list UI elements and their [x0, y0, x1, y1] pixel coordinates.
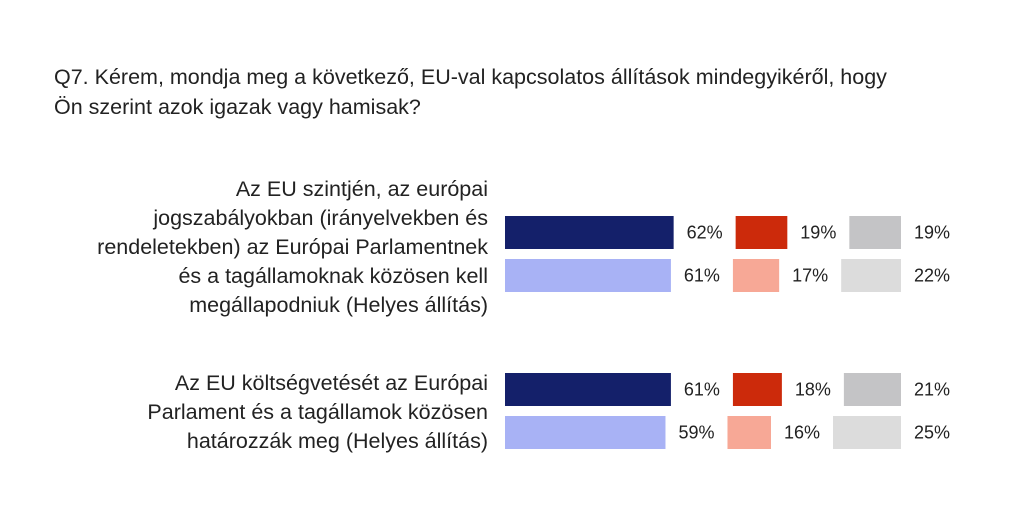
value-label-true-row-1: 62%: [687, 223, 723, 243]
category-1-line-3: rendeletekben) az Európai Parlamentnek: [97, 235, 488, 259]
category-2-line-1: Az EU költségvetését az Európai: [174, 371, 488, 395]
question-line-2: Ön szerint azok igazak vagy hamisak?: [54, 95, 421, 119]
bar-true-row-3: [505, 373, 671, 406]
question-title: Q7. Kérem, mondja meg a következő, EU-va…: [54, 62, 994, 122]
bar-false-row-2: [732, 259, 780, 292]
question-line-1: Q7. Kérem, mondja meg a következő, EU-va…: [54, 65, 887, 89]
value-label-dk-row-2: 22%: [914, 266, 950, 286]
bar-dk-row-4: [833, 416, 901, 449]
value-label-false-row-3: 18%: [795, 380, 831, 400]
category-2-line-3: határozzák meg (Helyes állítás): [186, 429, 488, 453]
value-label-dk-row-4: 25%: [914, 423, 950, 443]
bar-dk-row-3: [843, 373, 901, 406]
value-label-dk-row-1: 19%: [914, 223, 950, 243]
bar-dk-row-1: [849, 216, 901, 249]
value-label-dk-row-3: 21%: [914, 380, 950, 400]
category-1-line-1: Az EU szintjén, az európai: [235, 177, 488, 201]
category-1-line-2: jogszabályokban (irányelvekben és: [153, 206, 488, 230]
category-1-line-4: és a tagállamoknak közösen kell: [178, 264, 488, 288]
bar-true-row-1: [505, 216, 674, 249]
value-label-false-row-1: 19%: [800, 223, 836, 243]
value-label-true-row-2: 61%: [684, 266, 720, 286]
value-label-false-row-4: 16%: [784, 423, 820, 443]
bar-true-row-4: [505, 416, 666, 449]
category-label-2: Az EU költségvetését az Európai Parlamen…: [147, 369, 488, 456]
bar-false-row-4: [727, 416, 771, 449]
bar-dk-row-2: [841, 259, 901, 292]
bar-false-row-3: [732, 373, 782, 406]
bar-false-row-1: [735, 216, 788, 249]
value-label-false-row-2: 17%: [792, 266, 828, 286]
bar-true-row-2: [505, 259, 671, 292]
value-label-true-row-3: 61%: [684, 380, 720, 400]
category-1-line-5: megállapodniuk (Helyes állítás): [189, 293, 488, 317]
category-label-1: Az EU szintjén, az európai jogszabályokb…: [97, 175, 488, 320]
category-2-line-2: Parlament és a tagállamok közösen: [147, 400, 488, 424]
value-label-true-row-4: 59%: [678, 423, 714, 443]
